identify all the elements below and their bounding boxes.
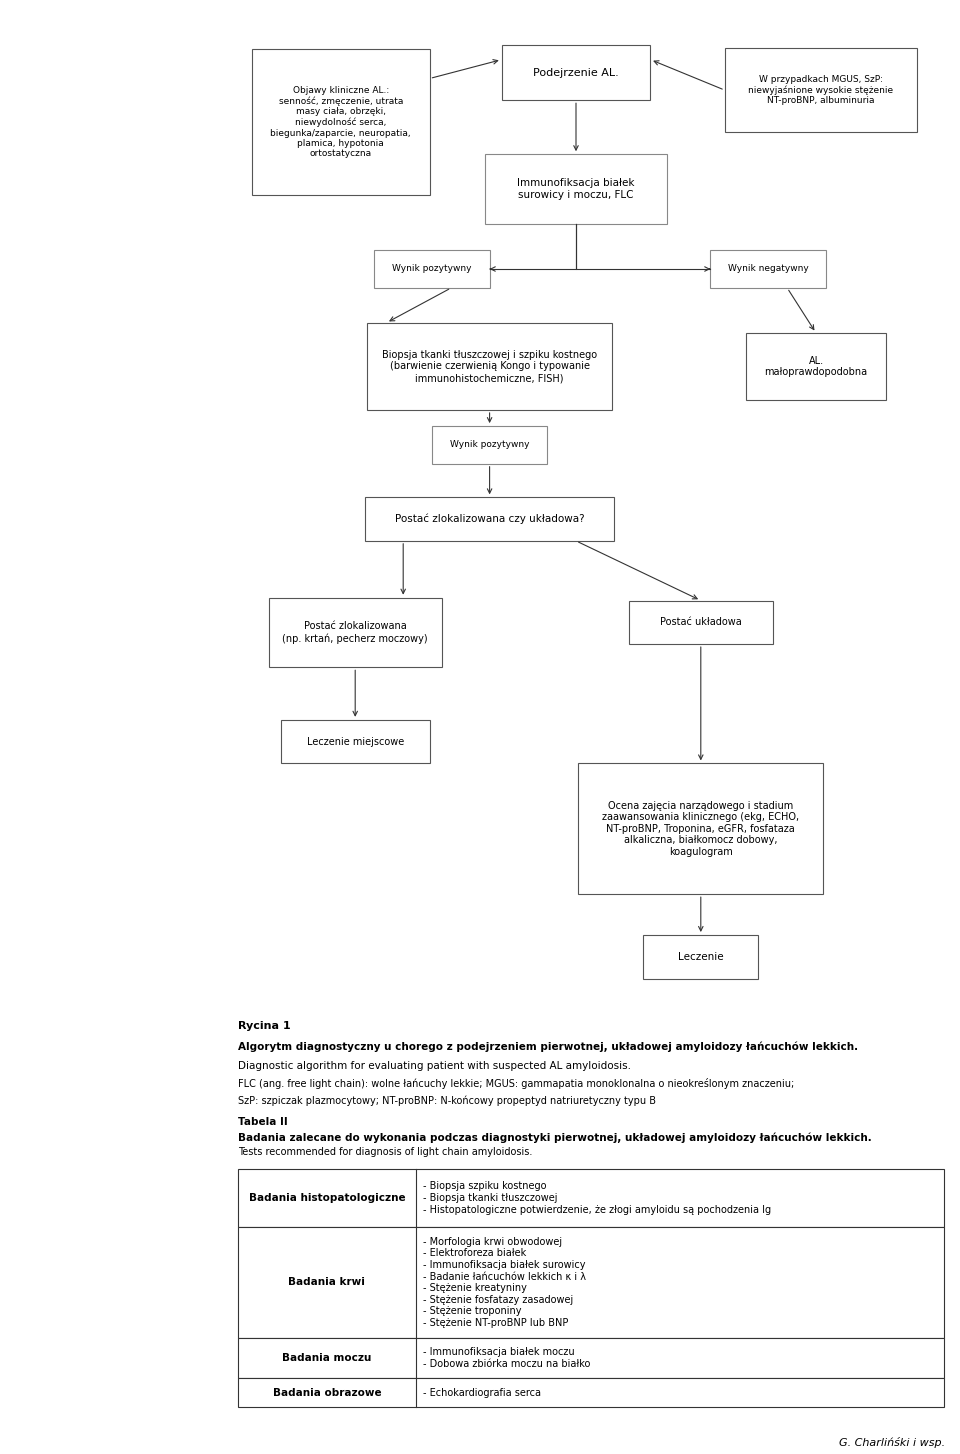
Text: AL.
małoprawdopodobna: AL. małoprawdopodobna <box>764 356 868 377</box>
Text: - Immunofiksacja białek moczu
- Dobowa zbiórka moczu na białko: - Immunofiksacja białek moczu - Dobowa z… <box>423 1348 590 1368</box>
Text: SzP: szpiczak plazmocytowy; NT-proBNP: N-końcowy propeptyd natriuretyczny typu B: SzP: szpiczak plazmocytowy; NT-proBNP: N… <box>238 1096 656 1106</box>
Text: FLC (ang. free light chain): wolne łańcuchy lekkie; MGUS: gammapatia monoklonaln: FLC (ang. free light chain): wolne łańcu… <box>238 1079 794 1089</box>
FancyBboxPatch shape <box>374 250 490 288</box>
Bar <box>238 1227 944 1338</box>
FancyBboxPatch shape <box>367 323 612 410</box>
Text: Badania obrazowe: Badania obrazowe <box>273 1389 381 1397</box>
Text: W przypadkach MGUS, SzP:
niewyjaśnione wysokie stężenie
NT-proBNP, albuminuria: W przypadkach MGUS, SzP: niewyjaśnione w… <box>748 76 894 105</box>
FancyBboxPatch shape <box>629 601 773 644</box>
Text: Ocena zajęcia narządowego i stadium
zaawansowania klinicznego (ekg, ECHO,
NT-pro: Ocena zajęcia narządowego i stadium zaaw… <box>602 801 800 856</box>
Text: Postać układowa: Postać układowa <box>660 618 742 627</box>
Text: Objawy kliniczne AL.:
senność, zmęczenie, utrata
masy ciała, obrzęki,
niewydolno: Objawy kliniczne AL.: senność, zmęczenie… <box>271 86 411 158</box>
Text: Postać zlokalizowana czy układowa?: Postać zlokalizowana czy układowa? <box>395 513 585 525</box>
Text: Leczenie: Leczenie <box>678 952 724 961</box>
Bar <box>238 1338 944 1378</box>
Bar <box>238 1169 944 1227</box>
Text: Wynik pozytywny: Wynik pozytywny <box>450 441 529 449</box>
Text: Badania krwi: Badania krwi <box>288 1278 366 1287</box>
Text: Badania moczu: Badania moczu <box>282 1354 372 1362</box>
FancyBboxPatch shape <box>252 49 429 195</box>
Bar <box>238 1378 944 1407</box>
Text: Podejrzenie AL.: Podejrzenie AL. <box>533 68 619 77</box>
FancyBboxPatch shape <box>747 333 885 400</box>
FancyBboxPatch shape <box>578 763 824 894</box>
FancyBboxPatch shape <box>432 426 547 464</box>
Text: Wynik negatywny: Wynik negatywny <box>728 265 808 273</box>
Text: Diagnostic algorithm for evaluating patient with suspected AL amyloidosis.: Diagnostic algorithm for evaluating pati… <box>238 1061 631 1070</box>
Text: Badania histopatologiczne: Badania histopatologiczne <box>249 1194 405 1202</box>
Text: - Biopsja szpiku kostnego
- Biopsja tkanki tłuszczowej
- Histopatologiczne potwi: - Biopsja szpiku kostnego - Biopsja tkan… <box>423 1182 772 1214</box>
FancyBboxPatch shape <box>710 250 826 288</box>
Text: Immunofiksacja białek
surowicy i moczu, FLC: Immunofiksacja białek surowicy i moczu, … <box>517 179 635 199</box>
Text: Wynik pozytywny: Wynik pozytywny <box>393 265 471 273</box>
Text: Postać zlokalizowana
(np. krtań, pecherz moczowy): Postać zlokalizowana (np. krtań, pecherz… <box>282 621 428 644</box>
Text: - Echokardiografia serca: - Echokardiografia serca <box>423 1389 541 1397</box>
FancyBboxPatch shape <box>280 720 430 763</box>
Text: Badania zalecane do wykonania podczas diagnostyki pierwotnej, układowej amyloido: Badania zalecane do wykonania podczas di… <box>238 1133 872 1143</box>
FancyBboxPatch shape <box>725 48 917 132</box>
Text: Tabela II: Tabela II <box>238 1117 288 1127</box>
Text: Tests recommended for diagnosis of light chain amyloidosis.: Tests recommended for diagnosis of light… <box>238 1147 533 1157</box>
Text: Leczenie miejscowe: Leczenie miejscowe <box>306 737 404 746</box>
Text: Rycina 1: Rycina 1 <box>238 1021 291 1031</box>
FancyBboxPatch shape <box>501 45 651 100</box>
FancyBboxPatch shape <box>365 497 614 541</box>
FancyBboxPatch shape <box>269 598 442 667</box>
Text: - Morfologia krwi obwodowej
- Elektroforeza białek
- Immunofiksacja białek surow: - Morfologia krwi obwodowej - Elektrofor… <box>423 1237 587 1328</box>
FancyBboxPatch shape <box>643 935 758 979</box>
Text: Algorytm diagnostyczny u chorego z podejrzeniem pierwotnej, układowej amyloidozy: Algorytm diagnostyczny u chorego z podej… <box>238 1041 858 1053</box>
Text: Biopsja tkanki tłuszczowej i szpiku kostnego
(barwienie czerwienią Kongo i typow: Biopsja tkanki tłuszczowej i szpiku kost… <box>382 350 597 382</box>
FancyBboxPatch shape <box>485 154 667 224</box>
Text: G. Charlińśki i wsp.: G. Charlińśki i wsp. <box>839 1437 946 1448</box>
